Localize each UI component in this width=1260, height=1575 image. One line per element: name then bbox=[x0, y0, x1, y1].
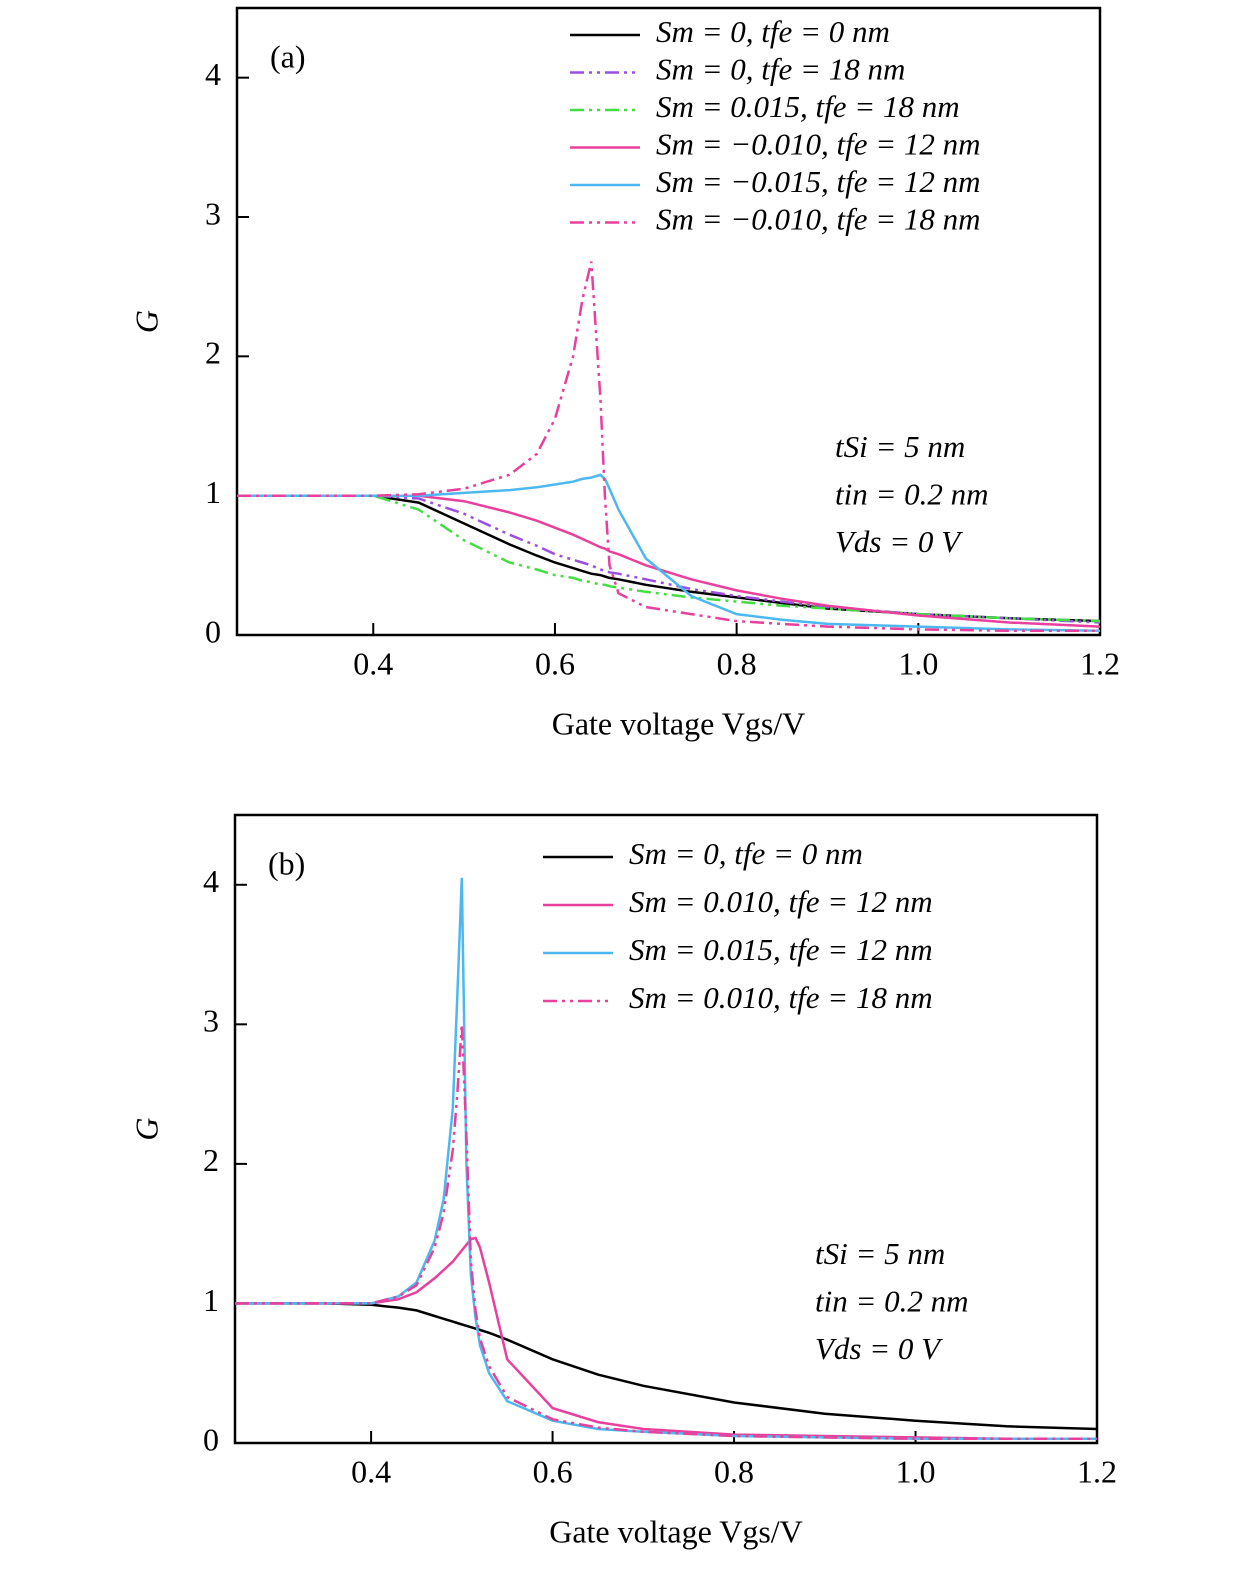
annotation: Vds = 0 V bbox=[835, 524, 963, 559]
panel-label: (b) bbox=[268, 845, 305, 881]
legend-label: Sm = 0.015, tfe = 12 nm bbox=[629, 932, 933, 967]
y-tick-label: 3 bbox=[205, 195, 221, 231]
series-line bbox=[237, 261, 1100, 633]
legend-label: Sm = −0.015, tfe = 12 nm bbox=[656, 164, 981, 199]
y-tick-label: 0 bbox=[205, 613, 221, 649]
annotation: tin = 0.2 nm bbox=[815, 1284, 969, 1319]
annotation: Vds = 0 V bbox=[815, 1331, 943, 1366]
y-tick-label: 4 bbox=[203, 863, 219, 899]
legend-label: Sm = −0.010, tfe = 12 nm bbox=[656, 127, 981, 162]
legend-label: Sm = −0.010, tfe = 18 nm bbox=[656, 202, 981, 237]
series-line bbox=[235, 1024, 1097, 1441]
x-tick-label: 0.6 bbox=[533, 1453, 573, 1489]
y-tick-label: 2 bbox=[203, 1142, 219, 1178]
series-line bbox=[237, 494, 1101, 623]
x-tick-label: 0.6 bbox=[535, 645, 575, 681]
x-axis-label: Gate voltage Vgs/V bbox=[552, 705, 806, 741]
y-tick-label: 3 bbox=[203, 1003, 219, 1039]
y-tick-label: 1 bbox=[205, 474, 221, 510]
plot-frame bbox=[235, 6, 1102, 637]
y-axis-label: G bbox=[128, 1117, 164, 1140]
x-tick-label: 1.2 bbox=[1080, 645, 1120, 681]
y-tick-label: 1 bbox=[203, 1282, 219, 1318]
series-line bbox=[235, 1302, 1098, 1431]
legend-label: Sm = 0.010, tfe = 12 nm bbox=[629, 884, 933, 919]
legend-label: Sm = 0.010, tfe = 18 nm bbox=[629, 980, 933, 1015]
panel-label: (a) bbox=[270, 38, 306, 74]
x-tick-label: 0.4 bbox=[351, 1453, 391, 1489]
y-tick-label: 2 bbox=[205, 335, 221, 371]
plot-frame bbox=[233, 813, 1099, 1445]
legend-label: Sm = 0, tfe = 0 nm bbox=[656, 14, 890, 49]
x-tick-label: 0.8 bbox=[714, 1453, 754, 1489]
annotation: tSi = 5 nm bbox=[815, 1236, 945, 1271]
legend-label: Sm = 0, tfe = 18 nm bbox=[656, 52, 905, 87]
x-tick-label: 0.4 bbox=[353, 645, 393, 681]
series-line bbox=[235, 1236, 1097, 1441]
legend-label: Sm = 0.015, tfe = 18 nm bbox=[656, 89, 960, 124]
x-axis-label: Gate voltage Vgs/V bbox=[549, 1513, 803, 1549]
annotation: tSi = 5 nm bbox=[835, 429, 965, 464]
x-tick-label: 1.0 bbox=[898, 645, 938, 681]
annotation: tin = 0.2 nm bbox=[835, 477, 989, 512]
y-tick-label: 4 bbox=[205, 56, 221, 92]
x-tick-label: 0.8 bbox=[717, 645, 757, 681]
series-line bbox=[237, 494, 1101, 628]
x-tick-label: 1.0 bbox=[896, 1453, 936, 1489]
series-line bbox=[237, 494, 1101, 624]
y-tick-label: 0 bbox=[203, 1421, 219, 1457]
series-line bbox=[235, 877, 1097, 1441]
legend-label: Sm = 0, tfe = 0 nm bbox=[629, 836, 863, 871]
y-axis-label: G bbox=[128, 310, 164, 333]
x-tick-label: 1.2 bbox=[1077, 1453, 1117, 1489]
series-line bbox=[237, 473, 1101, 633]
series-line bbox=[237, 494, 1101, 623]
